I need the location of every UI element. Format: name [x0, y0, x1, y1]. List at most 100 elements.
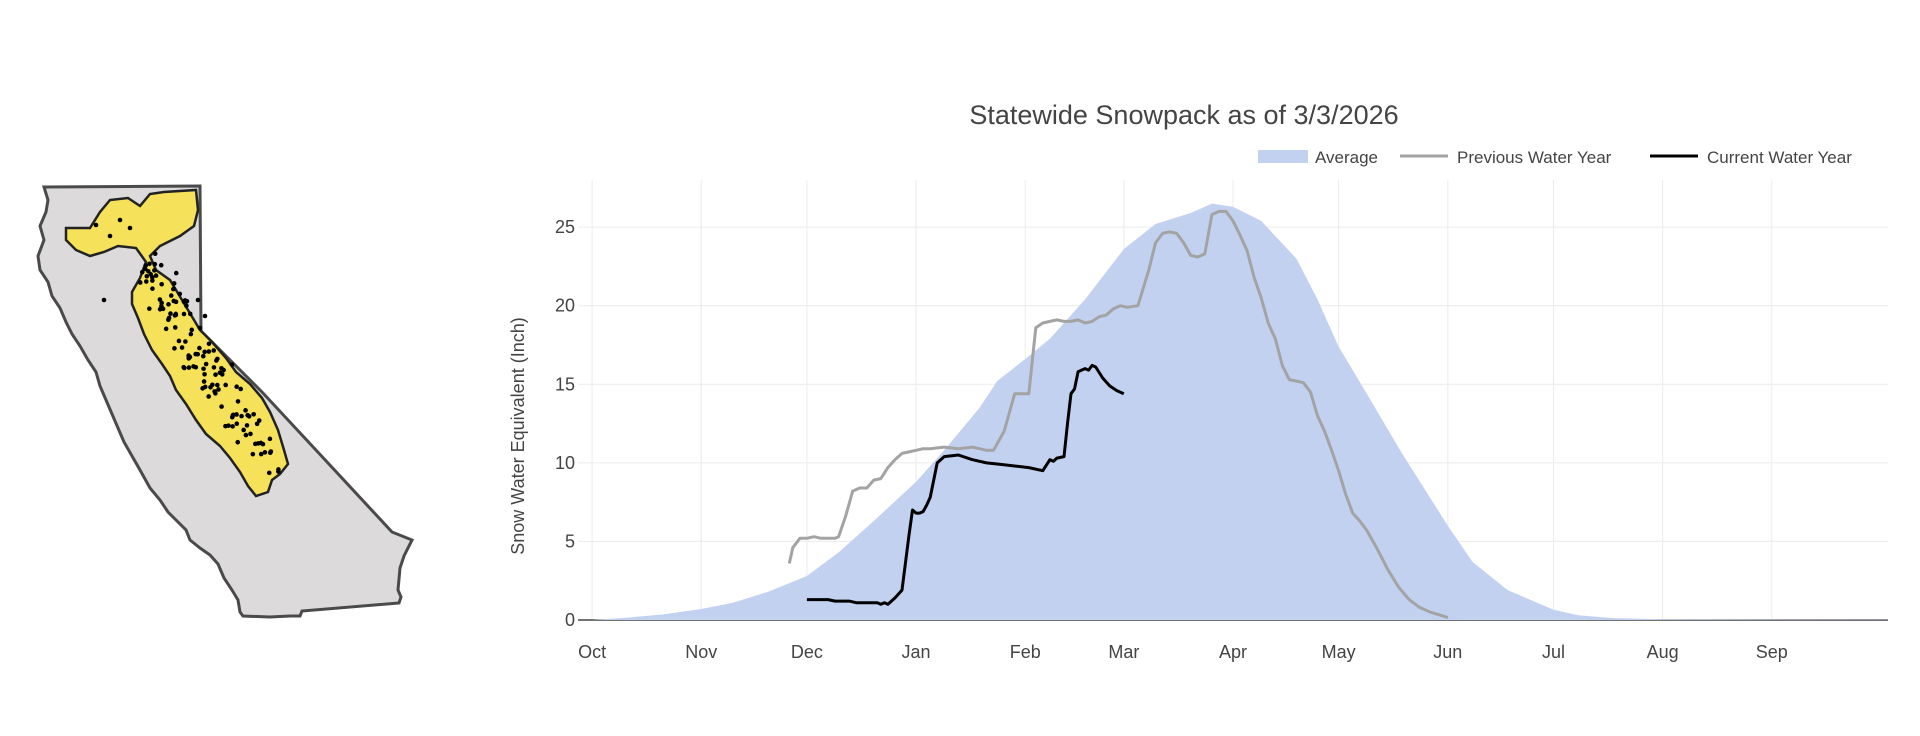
snow-station-dot [139, 269, 145, 275]
y-tick-label: 15 [555, 374, 575, 394]
snow-station-dot [168, 311, 173, 316]
snow-station-dot [144, 273, 150, 279]
snow-station-dot [268, 449, 274, 454]
snow-station-dot [254, 421, 260, 427]
x-tick-label: Mar [1108, 642, 1139, 662]
snow-station-dot [147, 261, 152, 267]
snow-station-dot [267, 436, 273, 442]
snow-station-dot [152, 251, 158, 257]
snow-station-dot [212, 389, 217, 394]
snow-station-dot [150, 286, 155, 291]
y-tick-label: 25 [555, 217, 575, 237]
snow-station-dot [191, 364, 196, 369]
y-axis-ticks: 0 5 10 15 20 25 [555, 217, 575, 630]
snow-station-dot [202, 349, 207, 355]
snow-station-dot [256, 441, 261, 446]
snow-station-dot [219, 365, 224, 371]
snow-station-dot [262, 450, 268, 455]
x-tick-label: Jun [1433, 642, 1462, 662]
series-previous-water-year-line [787, 209, 1449, 620]
snow-station-dot [146, 268, 151, 274]
snow-station-dot [256, 418, 262, 423]
series-average-area [592, 203, 1889, 620]
snow-station-dot [206, 341, 212, 347]
snow-station-dot [159, 281, 164, 287]
snow-station-dot [223, 382, 228, 388]
snow-station-dot [179, 345, 185, 350]
snow-station-dot [187, 311, 193, 317]
snow-station-dot [234, 412, 239, 417]
legend-label-current: Current Water Year [1707, 148, 1852, 167]
snow-station-dot [206, 349, 212, 354]
snow-station-dot [160, 306, 166, 312]
snow-station-dot [163, 326, 169, 332]
legend-label-average: Average [1315, 148, 1378, 167]
x-tick-label: Aug [1647, 642, 1679, 662]
snow-station-dot [226, 423, 231, 428]
snow-station-dot [171, 286, 176, 292]
x-tick-label: May [1322, 642, 1356, 662]
snow-station-dot [166, 302, 171, 307]
snow-station-dot [248, 431, 253, 437]
snow-station-dot [235, 399, 241, 404]
snow-station-dot [197, 325, 203, 331]
snow-station-dot [260, 441, 266, 447]
snow-station-dot [144, 279, 149, 284]
snow-station-dot [234, 384, 239, 390]
x-tick-label: Apr [1219, 642, 1247, 662]
x-tick-label: Oct [578, 642, 606, 662]
snow-station-dot [238, 386, 244, 392]
snow-station-dot [150, 278, 155, 283]
snow-station-dot [235, 439, 241, 445]
snow-station-dot [211, 365, 217, 370]
snow-station-dot [266, 470, 272, 476]
legend: Average Previous Water Year Current Wate… [1258, 148, 1852, 167]
legend-label-previous: Previous Water Year [1457, 148, 1612, 167]
snow-station-dot [166, 315, 172, 321]
snow-station-dot [152, 268, 157, 273]
snow-station-dot [211, 348, 217, 353]
snow-station-dot [177, 291, 183, 297]
snow-station-dot [157, 297, 163, 302]
snow-station-dot [189, 327, 195, 333]
x-axis-ticks: Oct Nov Dec Jan Feb Mar Apr May Jun Jul Aug Sep [578, 642, 1788, 662]
snow-station-dot [143, 263, 149, 268]
snow-station-dot [181, 364, 186, 370]
snow-station-dots [93, 217, 281, 476]
snow-station-dot [276, 469, 281, 474]
snow-station-dot [215, 382, 220, 388]
x-tick-label: Jan [902, 642, 931, 662]
snow-station-dot [173, 270, 179, 276]
snow-station-dot [152, 261, 158, 267]
snow-station-dot [201, 379, 207, 384]
x-tick-label: Nov [685, 642, 717, 662]
california-map [36, 184, 415, 619]
snow-station-dot [206, 394, 211, 399]
snow-station-dot [176, 338, 182, 344]
legend-swatch-average [1258, 150, 1308, 163]
snow-station-dot [210, 382, 215, 388]
snow-station-dot [158, 262, 164, 268]
snow-station-dot [202, 313, 208, 319]
snow-station-dot [184, 303, 189, 309]
snow-station-dot [101, 297, 107, 303]
snow-station-dot [213, 372, 218, 377]
snow-station-dot [171, 281, 177, 286]
snow-station-dot [200, 386, 205, 391]
snow-station-dot [219, 404, 224, 409]
snow-station-dot [173, 312, 179, 318]
x-tick-label: Jul [1542, 642, 1565, 662]
chart-title: Statewide Snowpack as of 3/3/2026 [969, 100, 1398, 130]
series-current-water-year-line [806, 363, 1125, 606]
snow-station-dot [214, 358, 219, 363]
series-layer [592, 203, 1889, 620]
snow-station-dot [230, 424, 235, 429]
snow-station-dot [107, 233, 113, 239]
snow-station-dot [219, 372, 225, 377]
snow-station-dot [187, 354, 193, 360]
snow-station-dot [181, 311, 187, 317]
snow-station-dot [172, 346, 177, 351]
snow-station-dot [239, 413, 244, 419]
y-tick-label: 0 [565, 610, 575, 630]
